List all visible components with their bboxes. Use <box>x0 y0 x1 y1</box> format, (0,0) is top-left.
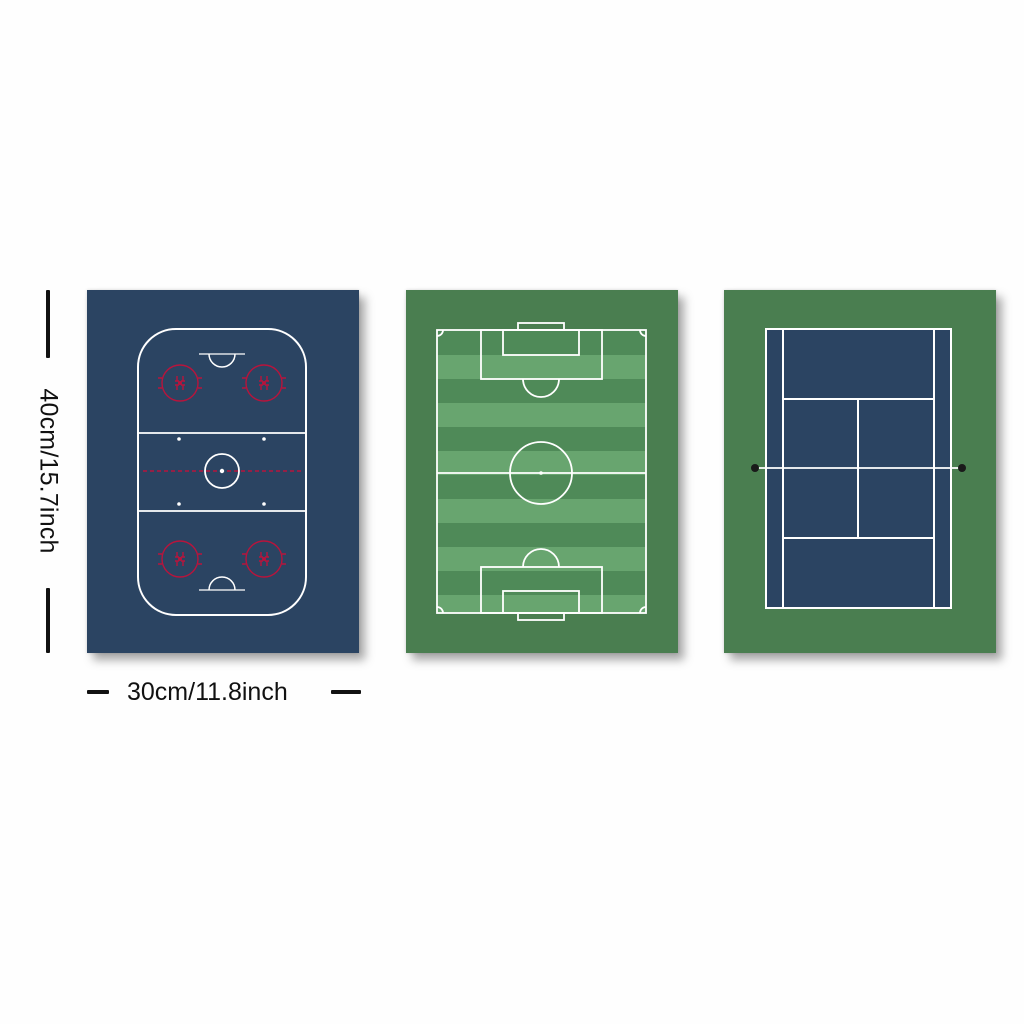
right-net-post <box>958 464 966 472</box>
neutral-dot-1 <box>177 437 181 441</box>
width-dimension-bar-left <box>87 690 109 694</box>
rink-boards <box>137 328 307 616</box>
zone-faceoff-circles <box>158 364 286 578</box>
center-spot <box>539 471 543 475</box>
neutral-dot-4 <box>262 502 266 506</box>
top-goal-crease <box>208 353 236 368</box>
tennis-court-illustration <box>724 290 996 653</box>
top-penalty-arc <box>522 378 560 398</box>
soccer-pitch-illustration <box>406 290 678 653</box>
height-dimension-bar-top <box>46 290 50 358</box>
top-goal <box>517 322 565 331</box>
left-net-post <box>751 464 759 472</box>
height-dimension-bar-bottom <box>46 588 50 653</box>
width-dimension: 30cm/11.8inch <box>87 676 361 710</box>
bottom-goal-crease <box>208 576 236 591</box>
hockey-rink-illustration <box>87 290 359 653</box>
height-dimension-label: 40cm/15.7inch <box>34 388 63 554</box>
bottom-penalty-arc <box>522 548 560 568</box>
tennis-court-poster <box>724 290 996 653</box>
pitch-markings <box>436 322 647 621</box>
hockey-rink-poster <box>87 290 359 653</box>
center-circle <box>509 441 573 505</box>
soccer-pitch-poster <box>406 290 678 653</box>
neutral-dot-2 <box>262 437 266 441</box>
width-dimension-label: 30cm/11.8inch <box>127 678 288 706</box>
center-faceoff-dot <box>219 468 225 474</box>
zone-faceoff-dots <box>178 381 266 561</box>
width-dimension-bar-right <box>331 690 361 694</box>
neutral-dot-3 <box>177 502 181 506</box>
center-faceoff-circle <box>204 453 240 489</box>
height-dimension: 40cm/15.7inch <box>20 290 76 653</box>
bottom-goal <box>517 612 565 621</box>
